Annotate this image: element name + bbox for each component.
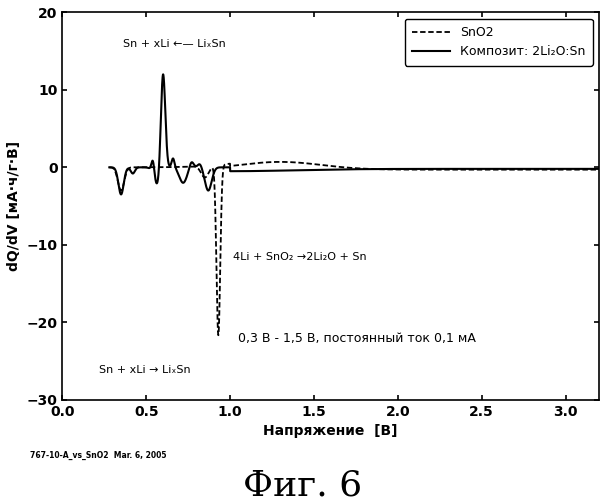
Legend: SnO2, Композит: 2Li₂O:Sn: SnO2, Композит: 2Li₂O:Sn xyxy=(405,18,593,66)
Y-axis label: dQ/dV [мА·ч/г·В]: dQ/dV [мА·ч/г·В] xyxy=(7,141,21,271)
Text: Sn + xLi ←— LiₓSn: Sn + xLi ←— LiₓSn xyxy=(123,40,225,50)
Text: 4Li + SnO₂ →2Li₂O + Sn: 4Li + SnO₂ →2Li₂O + Sn xyxy=(233,252,367,262)
Text: Фиг. 6: Фиг. 6 xyxy=(244,468,362,500)
Text: Sn + xLi → LiₓSn: Sn + xLi → LiₓSn xyxy=(99,364,191,374)
Text: 767-10-A_vs_SnO2  Mar. 6, 2005: 767-10-A_vs_SnO2 Mar. 6, 2005 xyxy=(30,450,167,460)
X-axis label: Напряжение  [В]: Напряжение [В] xyxy=(264,424,398,438)
Text: 0,3 В - 1,5 В, постоянный ток 0,1 мА: 0,3 В - 1,5 В, постоянный ток 0,1 мА xyxy=(239,332,476,344)
